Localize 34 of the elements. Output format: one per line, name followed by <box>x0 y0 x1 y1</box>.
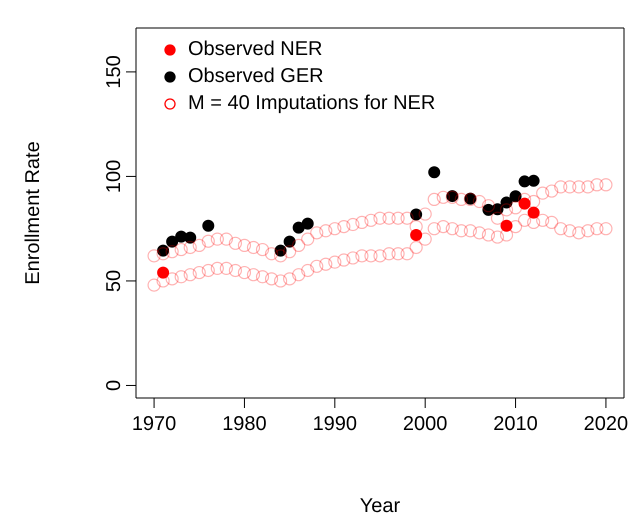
point <box>157 266 170 279</box>
x-tick-label: 1980 <box>222 413 267 436</box>
point <box>410 228 422 241</box>
y-tick-label: 100 <box>103 160 125 194</box>
point <box>202 220 214 232</box>
x-axis-title: Year <box>360 495 401 518</box>
y-tick-label: 0 <box>103 380 125 392</box>
point <box>428 166 440 178</box>
point <box>184 232 196 244</box>
y-axis-title: Enrollment Rate <box>22 141 44 285</box>
x-tick-label: 2010 <box>493 413 538 436</box>
point <box>491 203 504 216</box>
x-tick-label: 1990 <box>312 413 358 436</box>
point <box>157 244 170 257</box>
point <box>284 236 296 248</box>
point <box>500 220 513 232</box>
point <box>302 218 314 230</box>
x-tick-label: 1970 <box>132 413 176 436</box>
legend-label: Observed GER <box>188 64 324 89</box>
y-tick-label: 50 <box>103 270 125 292</box>
point <box>528 206 540 219</box>
x-tick-label: 2020 <box>584 413 628 436</box>
legend-label: Observed NER <box>188 37 322 62</box>
point <box>510 190 522 202</box>
point <box>410 208 422 220</box>
x-tick-label: 2000 <box>402 413 448 436</box>
point <box>518 198 531 210</box>
y-tick-label: 150 <box>103 55 125 89</box>
point <box>500 196 513 209</box>
legend-label: M = 40 Imputations for NER <box>188 91 436 116</box>
point <box>166 236 178 248</box>
point <box>274 244 287 257</box>
point <box>528 174 540 187</box>
point <box>292 222 305 234</box>
